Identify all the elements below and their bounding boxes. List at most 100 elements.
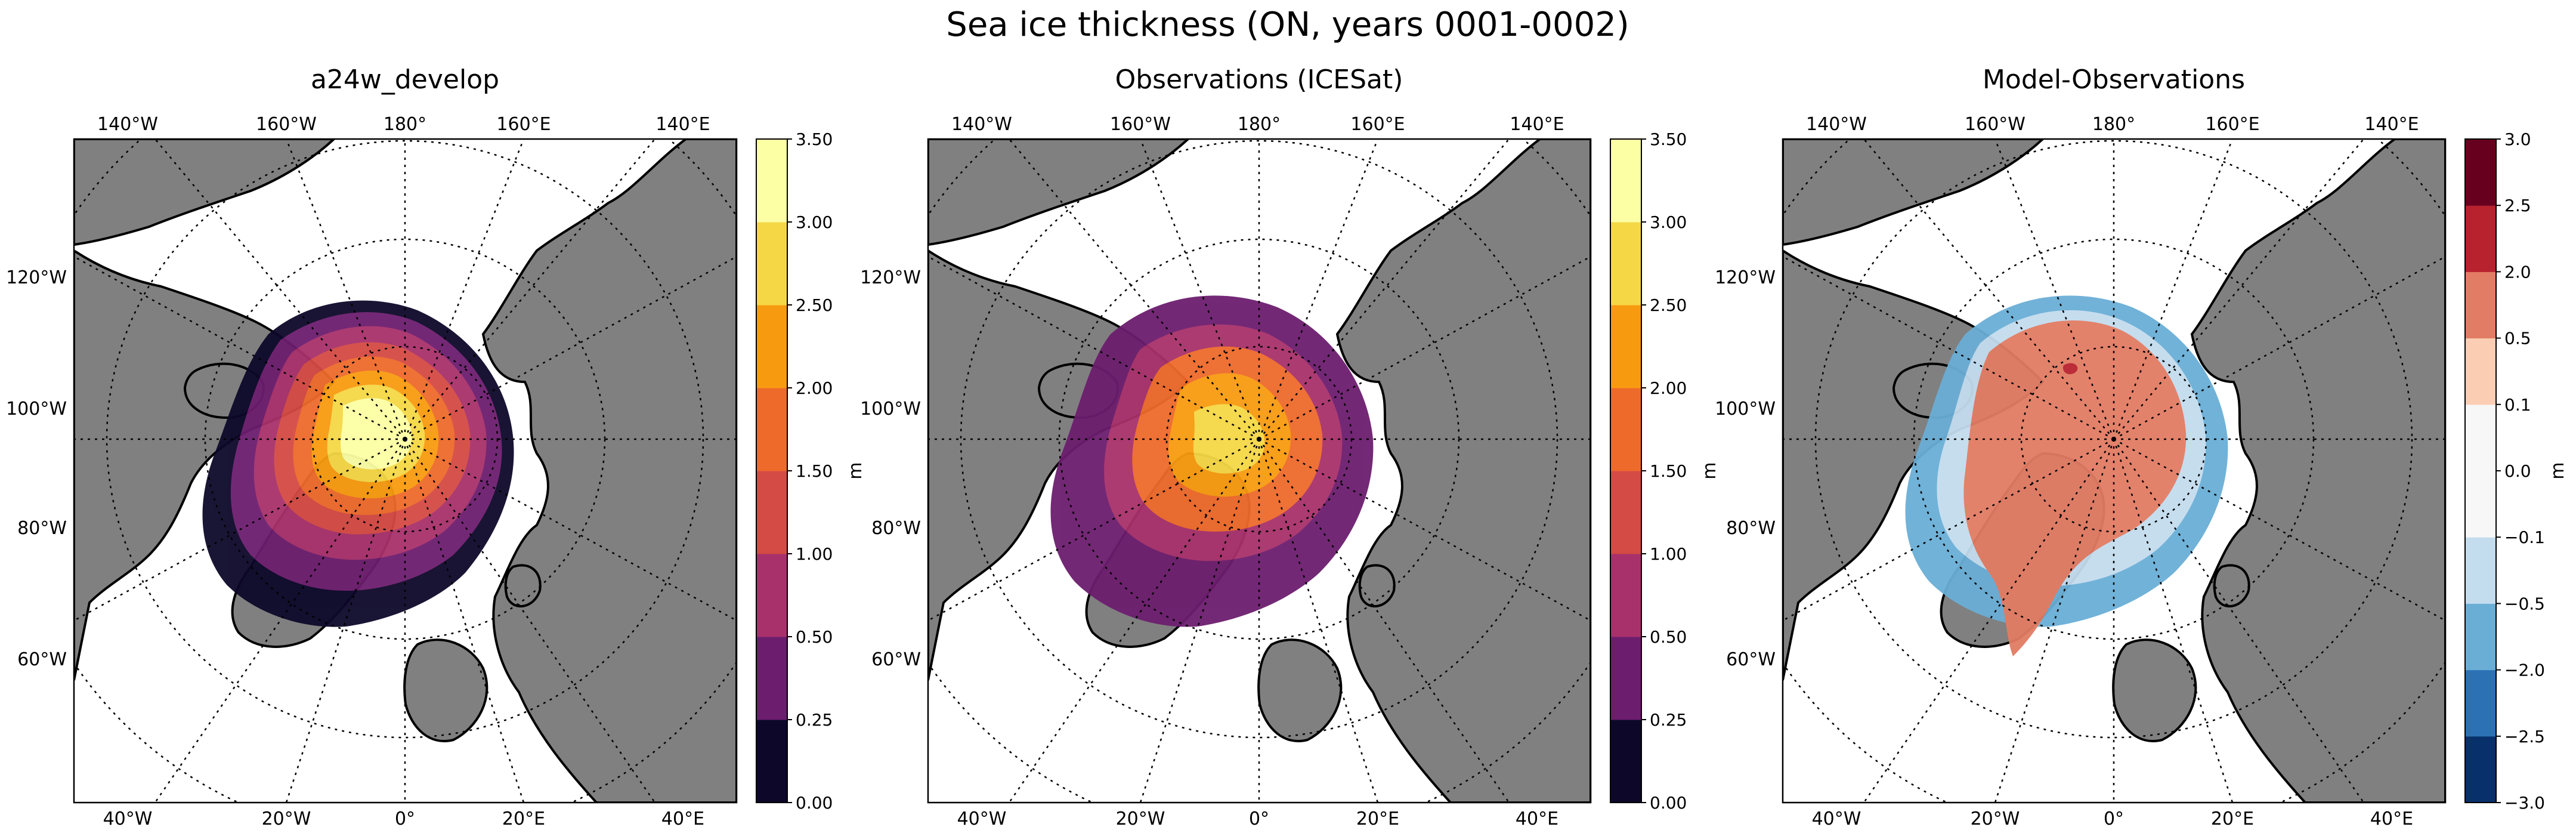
lat-circle-1 (1165, 345, 1353, 533)
colorbar-segment (2465, 205, 2496, 272)
colorbar-segment (756, 139, 787, 223)
colorbar-tick-label: 2.0 (2504, 262, 2531, 282)
lon-label-bottom: 20°E (502, 809, 545, 829)
lon-label-top: 180° (384, 114, 426, 135)
colorbar-tick-label: −2.5 (2504, 727, 2545, 746)
colorbar-segment (2465, 404, 2496, 471)
colorbar-tick-label: 3.50 (1650, 129, 1687, 149)
meridian (154, 139, 406, 440)
colorbar-tick-label: 3.50 (796, 129, 833, 149)
colorbar-segment (756, 388, 787, 471)
panel-observations: Observations (ICESat) (860, 64, 1720, 829)
lat-label: 120°W (1715, 267, 1776, 288)
sea-ice-layer (202, 300, 514, 627)
graticule (1783, 139, 2445, 803)
colorbar-tick-label: 1.50 (796, 461, 833, 481)
colorbar-segment (756, 305, 787, 388)
lat-circle-1 (2020, 345, 2207, 533)
colorbar-segment (1610, 720, 1641, 803)
land-svalbard (2213, 564, 2250, 607)
map-frame (927, 138, 1592, 804)
lat-label: 60°W (17, 649, 67, 670)
lon-label-top: 180° (2092, 114, 2135, 135)
lon-label-bottom: 40°W (957, 809, 1007, 829)
meridian (2113, 439, 2365, 803)
colorbar-tick-label: 2.5 (2504, 196, 2531, 215)
lon-label-top: 140°W (951, 114, 1012, 135)
lon-labels-top: 140°W 160°W 180° 160°E 140°E (97, 114, 710, 135)
colorbar-segment (1610, 222, 1641, 306)
colorbar-tick-label: 0.5 (2504, 329, 2531, 348)
colorbar-segment (756, 471, 787, 554)
colorbar-segment (2465, 139, 2496, 206)
lat-labels: 120°W 100°W 80°W 60°W (6, 267, 67, 670)
colorbar-segment (1610, 305, 1641, 388)
colorbar-segment (756, 637, 787, 720)
lon-label-top: 160°E (496, 114, 551, 135)
colorbar-segment (2465, 471, 2496, 538)
lat-circle-3 (106, 140, 704, 739)
lon-label-top: 160°W (1110, 114, 1171, 135)
colorbar-tick-label: 2.50 (796, 295, 833, 315)
meridian (1009, 139, 1260, 440)
meridian (404, 255, 737, 440)
lat-label: 80°W (871, 518, 921, 539)
map-frame (1782, 138, 2447, 804)
lon-labels-bottom: 40°W 20°W 0° 20°E 40°E (1812, 809, 2413, 829)
colorbar-tick-label: −0.5 (2504, 594, 2545, 613)
land-alaska (74, 139, 336, 246)
lat-label: 60°W (871, 649, 921, 670)
colorbar-segment (2465, 603, 2496, 671)
colorbar-tick-label: 0.00 (796, 793, 833, 813)
meridian (1258, 439, 1510, 803)
panel-title: Observations (ICESat) (1115, 64, 1403, 95)
lon-label-bottom: 0° (2104, 809, 2124, 829)
lon-label-bottom: 40°E (661, 809, 704, 829)
lat-label: 120°W (6, 267, 67, 288)
lon-label-bottom: 20°E (1356, 809, 1399, 829)
lat-label: 80°W (1726, 518, 1776, 539)
lat-label: 80°W (17, 518, 67, 539)
land-scandinavia (1257, 638, 1343, 742)
lat-label: 60°W (1726, 649, 1776, 670)
colorbar-tick-label: −0.1 (2504, 527, 2545, 547)
colorbar-segment (1610, 554, 1641, 637)
meridian (1258, 438, 1591, 622)
colorbar-tick-label: 3.0 (2504, 129, 2531, 149)
land-eurasia (2190, 139, 2445, 803)
lon-label-bottom: 20°W (1971, 809, 2020, 829)
lat-label: 100°W (1715, 399, 1776, 419)
lat-label: 100°W (6, 399, 67, 419)
map-area: 140°W 160°W 180° 160°E 140°E 40°W 20°W 0… (6, 114, 738, 829)
graticule (74, 139, 737, 803)
map-area: 140°W 160°W 180° 160°E 140°E 40°W 20°W 0… (1715, 114, 2447, 829)
colorbar-tick-label: 0.0 (2504, 461, 2531, 481)
figure-title: Sea ice thickness (ON, years 0001-0002) (946, 5, 1629, 44)
land-svalbard (1358, 564, 1396, 607)
land-svalbard (504, 564, 542, 607)
lon-label-top: 140°W (1806, 114, 1867, 135)
lon-label-top: 140°E (655, 114, 710, 135)
colorbar-label: m (845, 462, 866, 479)
colorbar-tick-label: 0.50 (1650, 627, 1687, 647)
lon-label-top: 160°E (1350, 114, 1405, 135)
lat-label: 120°W (860, 267, 921, 288)
colorbar-tick-label: −2.0 (2504, 661, 2545, 680)
ice-diff-positive-strong (2062, 363, 2078, 375)
colorbar-tick-label: 0.50 (796, 627, 833, 647)
colorbar-tick-label: 3.00 (1650, 212, 1687, 232)
panel-difference: Model-Observations (1715, 64, 2568, 829)
lon-label-bottom: 20°W (1116, 809, 1165, 829)
colorbar-label: m (1699, 462, 1720, 479)
ice-contour-7 (341, 398, 412, 470)
colorbar-segment (2465, 670, 2496, 737)
colorbar-tick-label: 0.1 (2504, 395, 2531, 415)
meridian (2113, 255, 2445, 440)
colorbar: 0.00 0.25 0.50 1.00 1.50 2.00 2.50 3.00 3.50 m (756, 129, 866, 813)
lon-label-top: 160°W (256, 114, 317, 135)
meridian (404, 438, 737, 622)
meridian (2113, 139, 2364, 440)
lon-label-bottom: 20°W (262, 809, 311, 829)
colorbar-tick-label: 0.25 (796, 710, 833, 730)
lat-circle-2 (1058, 238, 1460, 640)
